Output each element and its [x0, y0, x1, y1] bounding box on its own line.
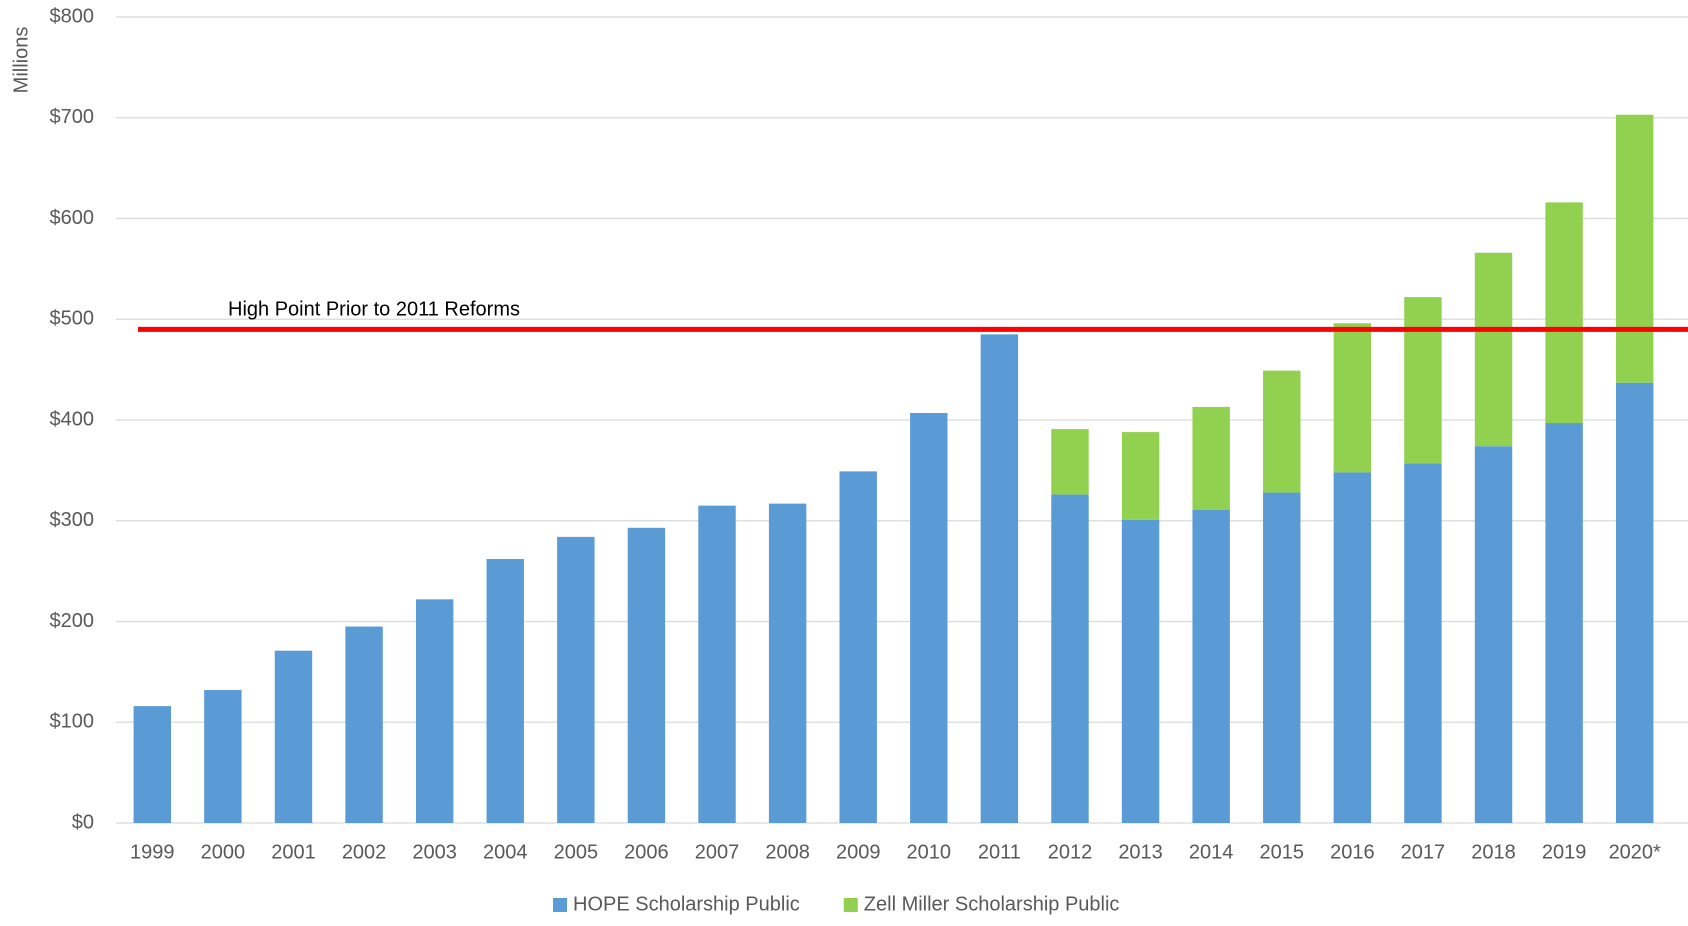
x-tick-label: 2007 [695, 841, 740, 863]
bar-segment [345, 626, 383, 823]
bar-segment [557, 536, 595, 823]
bar-segment [1404, 297, 1442, 464]
bar-segment [1474, 252, 1513, 447]
bar-segment [1333, 323, 1372, 473]
x-tick-label: 2004 [483, 841, 528, 863]
bar-segment [980, 334, 1019, 823]
y-tick-label: $0 [72, 811, 94, 833]
y-axis-label: Millions [10, 27, 32, 94]
bar-segment [1404, 463, 1442, 823]
x-tick-label: 2000 [201, 841, 246, 863]
bar-segment [204, 690, 242, 823]
bar-segment [910, 412, 948, 823]
bar-segment [1121, 519, 1160, 823]
y-tick-label: $400 [50, 408, 95, 430]
x-tick-label: 2011 [978, 841, 1021, 863]
legend-label: Zell Miller Scholarship Public [864, 893, 1120, 915]
bar-segment [486, 559, 524, 823]
bar-segment [768, 503, 807, 823]
x-tick-label: 2019 [1542, 841, 1587, 863]
y-tick-label: $300 [50, 509, 95, 531]
bar-segment [627, 527, 666, 823]
x-tick-label: 2014 [1189, 841, 1234, 863]
y-tick-label: $700 [50, 106, 95, 128]
bar-segment [1545, 423, 1583, 823]
y-tick-label: $100 [50, 711, 95, 733]
y-tick-label: $200 [50, 610, 95, 632]
bar-segment [133, 706, 172, 823]
x-tick-label: 2005 [554, 841, 599, 863]
bar-segment [698, 505, 736, 823]
bar-segment [1615, 382, 1654, 823]
x-tick-label: 2006 [624, 841, 669, 863]
x-tick-label: 2020* [1609, 841, 1661, 863]
bar-segment [1474, 446, 1513, 823]
bar-segment [1333, 472, 1372, 823]
legend-swatch [843, 898, 858, 912]
bar-segment [1051, 494, 1089, 823]
bar-segment [1545, 202, 1583, 424]
bar-segment [415, 599, 454, 823]
bar-segment [1192, 406, 1230, 510]
x-tick-label: 2009 [836, 841, 881, 863]
x-tick-label: 2017 [1401, 841, 1446, 863]
x-tick-label: 2015 [1260, 841, 1305, 863]
bar-segment [1263, 492, 1301, 823]
bar-segment [1615, 114, 1654, 383]
bar-segment [1051, 429, 1089, 495]
x-tick-label: 1999 [130, 841, 175, 863]
legend-swatch [553, 898, 567, 912]
x-tick-label: 2016 [1330, 841, 1375, 863]
x-tick-label: 2018 [1471, 841, 1516, 863]
bar-segment [1263, 370, 1301, 493]
x-tick-label: 2001 [271, 841, 316, 863]
bar-segment [1121, 432, 1160, 520]
bar-segment [839, 471, 877, 823]
x-tick-label: 2010 [907, 841, 952, 863]
bar-segment [274, 650, 313, 823]
legend-label: HOPE Scholarship Public [573, 893, 800, 915]
x-tick-label: 2002 [342, 841, 387, 863]
x-tick-label: 2008 [765, 841, 810, 863]
x-tick-label: 2012 [1048, 841, 1093, 863]
x-tick-label: 2013 [1118, 841, 1163, 863]
bar-segment [1192, 509, 1230, 823]
x-tick-label: 2003 [412, 841, 457, 863]
y-tick-label: $600 [50, 207, 95, 229]
reference-label: High Point Prior to 2011 Reforms [228, 299, 520, 321]
y-tick-label: $500 [50, 308, 95, 330]
y-tick-label: $800 [50, 5, 95, 27]
